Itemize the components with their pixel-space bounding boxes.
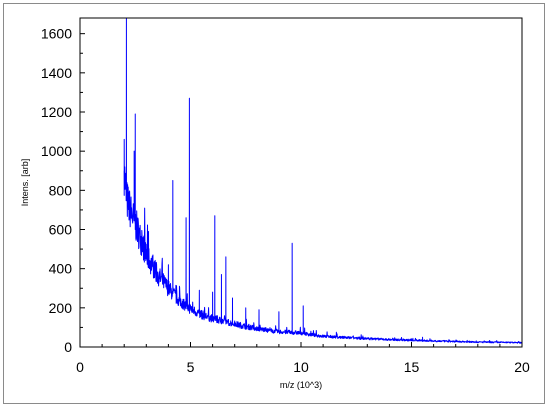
axes xyxy=(79,17,523,348)
x-tick-label: 0 xyxy=(76,359,84,375)
x-tick-label: 15 xyxy=(404,359,420,375)
y-tick-label: 800 xyxy=(49,182,73,198)
y-tick-label: 1600 xyxy=(41,26,72,42)
spectrum-line xyxy=(123,17,523,344)
x-tick-label: 20 xyxy=(514,359,530,375)
x-tick-label: 10 xyxy=(293,359,309,375)
y-tick-label: 1000 xyxy=(41,143,72,159)
x-tick-label: 5 xyxy=(187,359,195,375)
y-tick-label: 200 xyxy=(49,300,73,316)
y-tick-label: 400 xyxy=(49,261,73,277)
spectrum-series xyxy=(123,17,523,344)
y-tick-label: 0 xyxy=(64,339,72,355)
y-tick-label: 1200 xyxy=(41,104,72,120)
y-axis-label: Intens. [arb] xyxy=(20,159,30,207)
plot-area xyxy=(80,18,522,347)
y-tick-label: 1400 xyxy=(41,65,72,81)
y-tick-label: 600 xyxy=(49,222,73,238)
x-axis-label: m/z (10^3) xyxy=(280,380,322,390)
